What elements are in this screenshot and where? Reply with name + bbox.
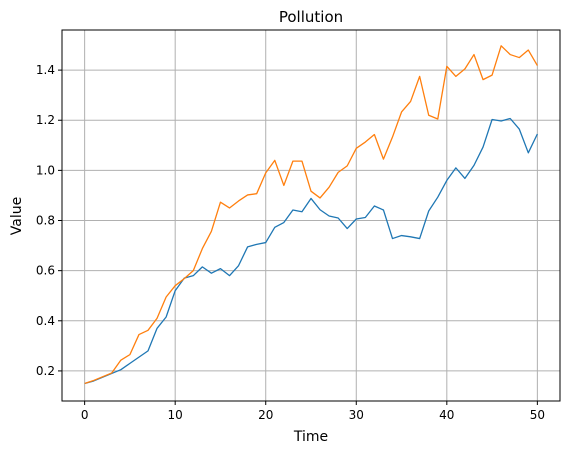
series-line-2 bbox=[84, 45, 538, 385]
x-tick-label: 0 bbox=[81, 408, 89, 422]
x-tick-label: 50 bbox=[530, 408, 545, 422]
y-tick-label: 0.2 bbox=[36, 364, 55, 378]
y-tick-label: 1.2 bbox=[36, 113, 55, 127]
x-tick-label: 40 bbox=[439, 408, 454, 422]
y-tick-label: 0.8 bbox=[36, 214, 55, 228]
y-axis-label: Value bbox=[9, 197, 25, 235]
axis-ticks: 0 10 20 30 40 50 0.2 0.4 0.6 0.8 1.0 1.2 1.4 bbox=[36, 63, 545, 422]
x-tick-label: 30 bbox=[349, 408, 364, 422]
y-tick-label: 1.0 bbox=[36, 163, 55, 177]
grid bbox=[62, 30, 560, 401]
x-axis-label: Time bbox=[293, 429, 328, 445]
x-tick-label: 10 bbox=[168, 408, 183, 422]
y-tick-label: 0.4 bbox=[36, 314, 55, 328]
y-tick-label: 0.6 bbox=[36, 264, 55, 278]
series-lines bbox=[84, 45, 538, 385]
chart-title: Pollution bbox=[279, 8, 343, 26]
x-tick-label: 20 bbox=[258, 408, 273, 422]
y-tick-label: 1.4 bbox=[36, 63, 55, 77]
series-line-1 bbox=[84, 117, 538, 385]
plot-frame bbox=[61, 29, 561, 402]
